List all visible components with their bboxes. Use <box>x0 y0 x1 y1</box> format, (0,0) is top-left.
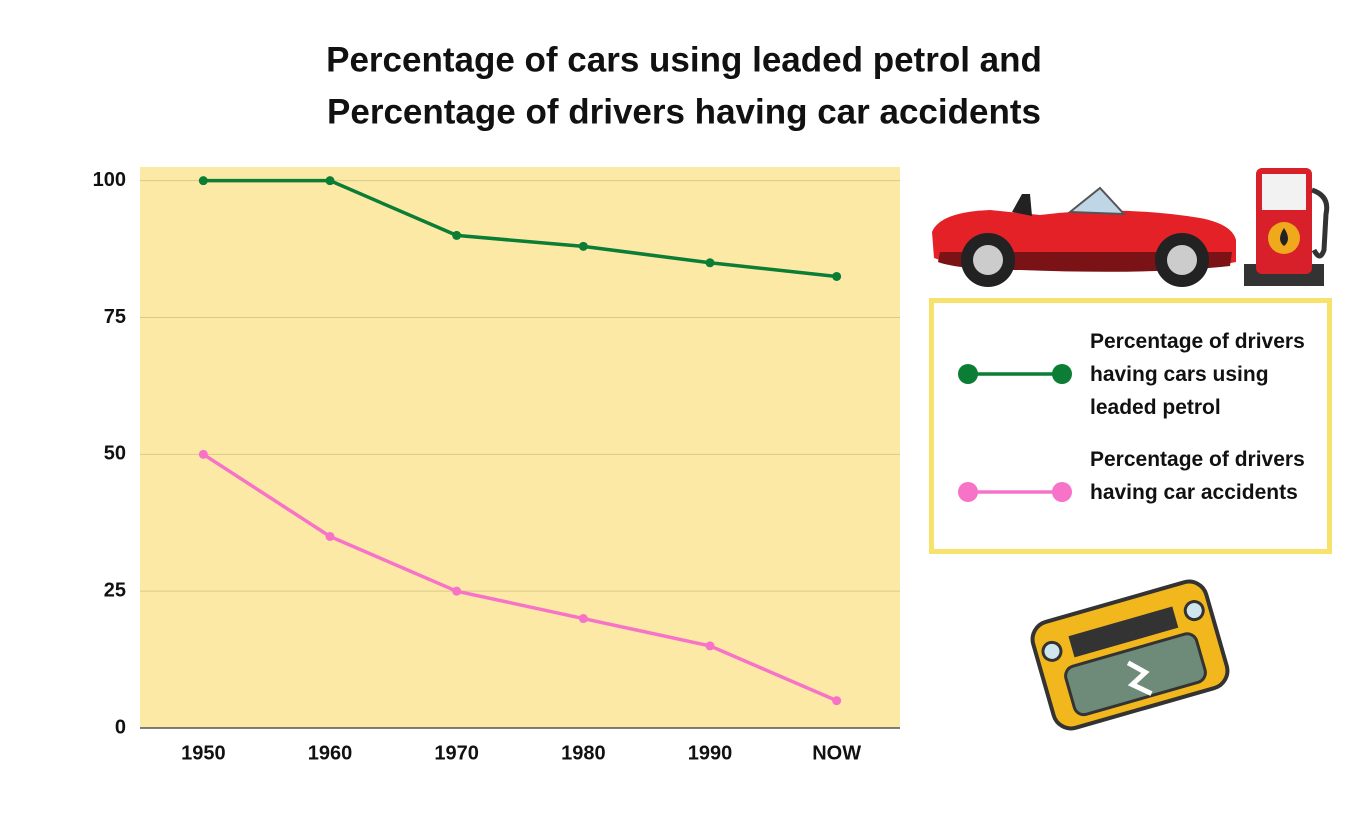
data-point <box>832 696 842 706</box>
y-tick-label: 25 <box>104 579 126 601</box>
y-tick-label: 0 <box>115 716 126 738</box>
legend-label: Percentage of drivers having car acciden… <box>1090 448 1305 504</box>
data-point <box>325 176 335 186</box>
legend-marker <box>958 482 978 502</box>
data-point <box>832 271 842 281</box>
legend-marker <box>958 364 978 384</box>
data-point <box>325 531 335 541</box>
series-line <box>202 452 838 703</box>
data-point <box>198 449 208 459</box>
data-point <box>578 241 588 251</box>
series-line <box>203 178 837 279</box>
legend-swatch <box>958 364 1072 384</box>
x-tick-label: 1980 <box>561 742 606 764</box>
x-tick-label: 1990 <box>688 742 733 764</box>
crash-illustration <box>1030 579 1230 731</box>
x-tick-label: 1950 <box>181 742 226 764</box>
car-illustration <box>932 186 1236 287</box>
data-point <box>452 586 462 596</box>
data-point <box>578 614 588 624</box>
legend-swatch <box>958 482 1072 502</box>
y-tick-label: 75 <box>104 306 126 328</box>
y-tick-label: 100 <box>93 169 126 191</box>
plot-area <box>140 167 900 728</box>
y-tick-label: 50 <box>104 443 126 465</box>
data-point <box>452 230 462 240</box>
chart-title: Percentage of drivers having car acciden… <box>327 92 1041 131</box>
legend-label: Percentage of drivers having cars using … <box>1090 330 1305 419</box>
fuel-pump-illustration <box>1244 168 1330 286</box>
data-point <box>705 258 715 268</box>
data-point <box>198 176 208 186</box>
legend-marker <box>1052 482 1072 502</box>
x-tick-label: NOW <box>812 742 861 764</box>
x-tick-label: 1960 <box>308 742 353 764</box>
legend: Percentage of drivers having cars using … <box>929 298 1332 554</box>
legend-marker <box>1052 364 1072 384</box>
chart-title: Percentage of cars using leaded petrol a… <box>326 40 1042 79</box>
x-tick-label: 1970 <box>434 742 479 764</box>
data-point <box>705 641 715 651</box>
